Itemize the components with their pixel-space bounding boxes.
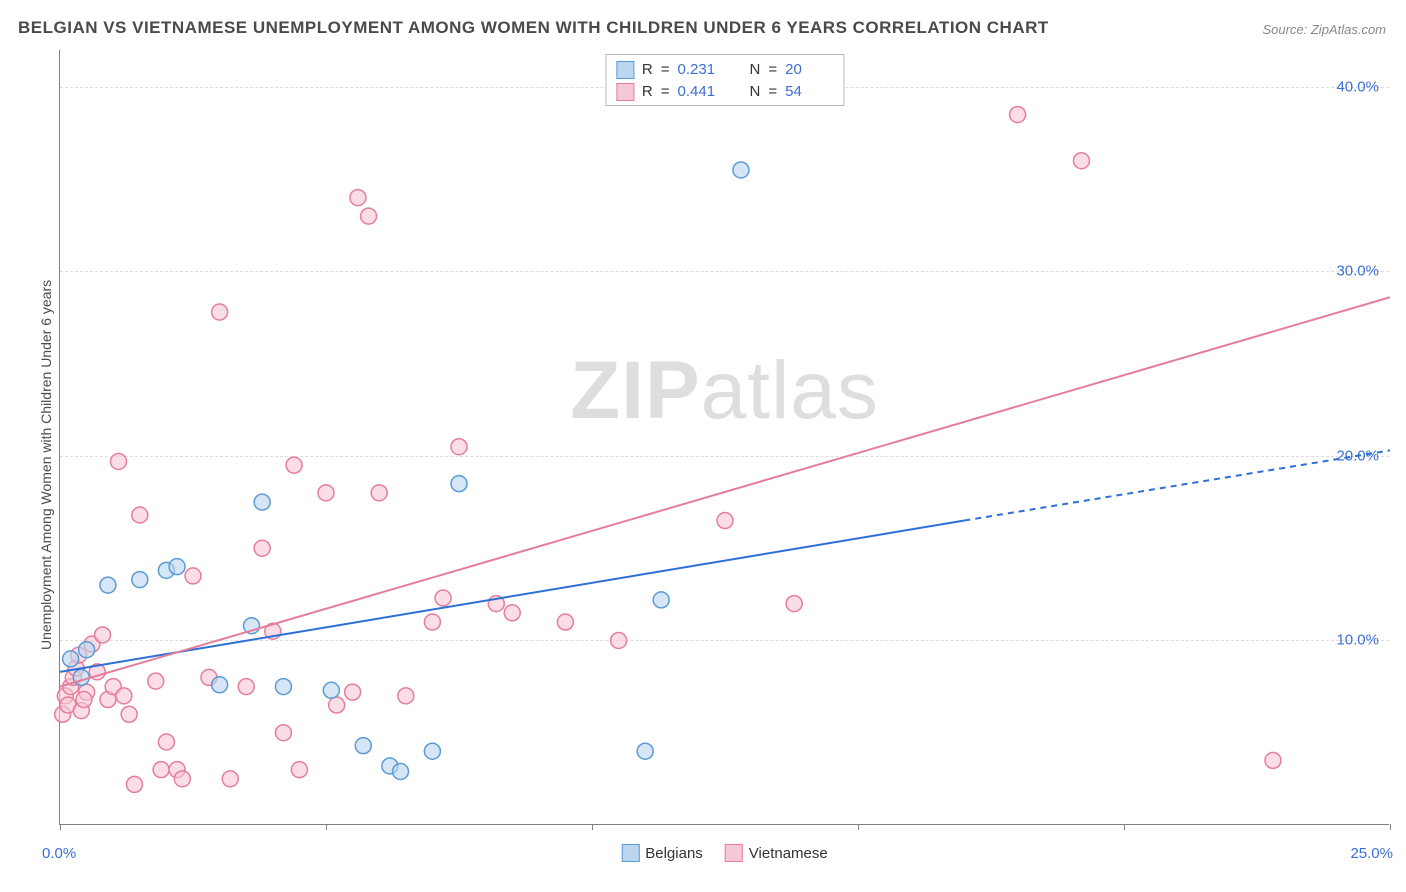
data-point <box>111 453 127 469</box>
data-point <box>361 208 377 224</box>
data-point <box>371 485 387 501</box>
data-point <box>350 190 366 206</box>
data-point <box>132 507 148 523</box>
data-point <box>100 577 116 593</box>
data-point <box>76 692 92 708</box>
data-point <box>158 734 174 750</box>
data-point <box>451 439 467 455</box>
swatch-belgians-icon <box>621 844 639 862</box>
series-legend: Belgians Vietnamese <box>621 844 828 862</box>
swatch-vietnamese-icon <box>725 844 743 862</box>
data-point <box>79 642 95 658</box>
data-point <box>148 673 164 689</box>
chart-container: BELGIAN VS VIETNAMESE UNEMPLOYMENT AMONG… <box>0 0 1406 892</box>
data-point <box>398 688 414 704</box>
data-point <box>637 743 653 759</box>
source-label: Source: ZipAtlas.com <box>1262 22 1386 37</box>
legend-item-vietnamese: Vietnamese <box>725 844 828 862</box>
x-tick <box>858 824 859 830</box>
data-point <box>611 632 627 648</box>
data-point <box>1265 752 1281 768</box>
data-point <box>254 540 270 556</box>
data-point <box>275 679 291 695</box>
data-point <box>126 776 142 792</box>
data-point <box>169 559 185 575</box>
data-point <box>185 568 201 584</box>
data-point <box>153 762 169 778</box>
data-point <box>329 697 345 713</box>
x-tick <box>1124 824 1125 830</box>
data-point <box>121 706 137 722</box>
y-axis-label: Unemployment Among Women with Children U… <box>38 280 54 650</box>
data-point <box>254 494 270 510</box>
data-point <box>355 738 371 754</box>
x-tick <box>60 824 61 830</box>
data-point <box>222 771 238 787</box>
data-point <box>318 485 334 501</box>
legend-item-belgians: Belgians <box>621 844 703 862</box>
trend-line <box>60 521 964 672</box>
data-point <box>733 162 749 178</box>
trend-line-dashed <box>964 450 1390 520</box>
data-point <box>238 679 254 695</box>
data-point <box>717 513 733 529</box>
chart-title: BELGIAN VS VIETNAMESE UNEMPLOYMENT AMONG… <box>18 18 1049 38</box>
data-point <box>174 771 190 787</box>
scatter-svg <box>60 50 1389 824</box>
data-point <box>132 572 148 588</box>
data-point <box>435 590 451 606</box>
x-tick-label-max: 25.0% <box>1350 845 1393 862</box>
data-point <box>275 725 291 741</box>
legend-label-belgians: Belgians <box>645 845 703 862</box>
data-point <box>392 763 408 779</box>
data-point <box>212 677 228 693</box>
data-point <box>95 627 111 643</box>
data-point <box>653 592 669 608</box>
data-point <box>323 682 339 698</box>
plot-area: ZIPatlas 10.0%20.0%30.0%40.0% 0.0% 25.0%… <box>59 50 1389 825</box>
data-point <box>63 651 79 667</box>
data-point <box>424 743 440 759</box>
x-tick <box>1390 824 1391 830</box>
data-point <box>291 762 307 778</box>
data-point <box>345 684 361 700</box>
data-point <box>286 457 302 473</box>
x-tick <box>326 824 327 830</box>
data-point <box>451 476 467 492</box>
trend-line <box>60 297 1390 686</box>
data-point <box>1073 153 1089 169</box>
data-point <box>1010 107 1026 123</box>
x-tick <box>592 824 593 830</box>
data-point <box>504 605 520 621</box>
data-point <box>212 304 228 320</box>
data-point <box>116 688 132 704</box>
legend-label-vietnamese: Vietnamese <box>749 845 828 862</box>
data-point <box>424 614 440 630</box>
x-tick-label-min: 0.0% <box>42 845 76 862</box>
data-point <box>786 596 802 612</box>
data-point <box>557 614 573 630</box>
